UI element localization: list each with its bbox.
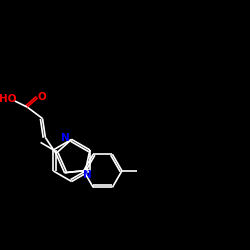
Text: O: O (38, 92, 46, 102)
Text: N: N (60, 133, 69, 143)
Text: HO: HO (0, 94, 16, 104)
Text: N: N (82, 170, 91, 180)
